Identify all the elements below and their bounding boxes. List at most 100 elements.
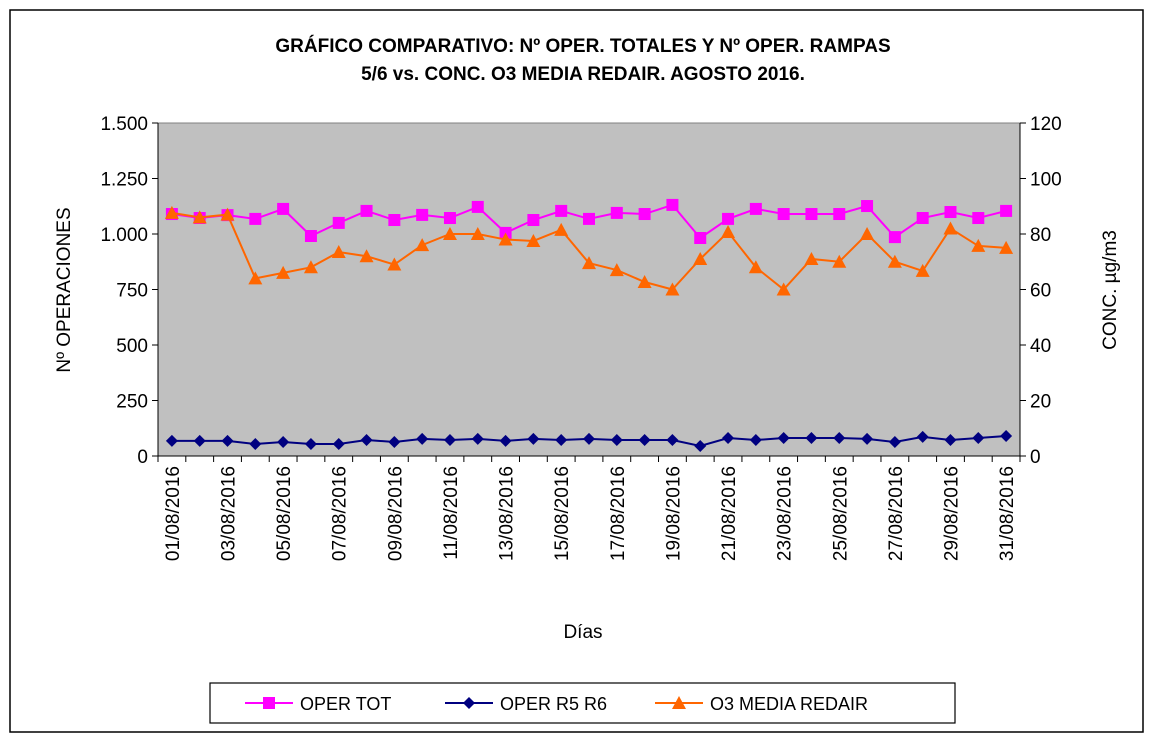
- data-point: [387, 257, 402, 271]
- data-point: [249, 438, 262, 451]
- legend-label: O3 MEDIA REDAIR: [710, 694, 868, 714]
- legend-marker: [463, 697, 475, 709]
- data-point: [666, 198, 679, 211]
- data-point: [471, 200, 484, 213]
- data-point: [610, 206, 623, 219]
- data-point: [693, 251, 708, 265]
- legend-marker: [263, 697, 275, 709]
- data-point: [694, 440, 707, 453]
- data-point: [860, 227, 875, 240]
- data-point: [805, 208, 818, 221]
- x-tick-label: 23/08/2016: [775, 466, 796, 561]
- y2-tick-label: 60: [1030, 281, 1051, 302]
- data-point: [165, 434, 178, 447]
- y2-tick-label: 100: [1030, 170, 1062, 191]
- x-axis-title: Días: [563, 622, 602, 643]
- x-tick-label: 31/08/2016: [997, 466, 1018, 561]
- data-point: [638, 208, 651, 221]
- data-point: [471, 432, 484, 445]
- x-tick-label: 15/08/2016: [552, 466, 573, 561]
- x-tick-label: 25/08/2016: [830, 466, 851, 561]
- data-point: [499, 434, 512, 447]
- data-point: [805, 432, 818, 445]
- data-point: [388, 214, 401, 227]
- y-tick-label: 1.500: [100, 114, 148, 135]
- x-tick-label: 29/08/2016: [941, 466, 962, 561]
- data-point: [777, 432, 790, 445]
- data-point: [972, 212, 985, 225]
- data-point: [554, 222, 569, 236]
- data-point: [527, 214, 540, 227]
- y2-tick-label: 120: [1030, 114, 1062, 135]
- data-point: [944, 206, 957, 219]
- x-tick-label: 01/08/2016: [163, 466, 184, 561]
- data-point: [999, 240, 1014, 254]
- data-point: [583, 212, 595, 225]
- data-point: [192, 210, 207, 224]
- data-point: [164, 205, 179, 219]
- data-point: [555, 204, 568, 217]
- data-point: [694, 231, 707, 244]
- data-point: [749, 202, 762, 215]
- data-point: [944, 434, 957, 447]
- data-point: [360, 434, 373, 447]
- data-point: [304, 438, 317, 451]
- legend-label: OPER TOT: [300, 694, 391, 714]
- data-point: [804, 251, 819, 265]
- plot-area: [157, 122, 1021, 457]
- data-point: [888, 231, 901, 244]
- data-point: [442, 227, 457, 240]
- legend-marker: [672, 696, 686, 709]
- data-point: [971, 238, 986, 252]
- y2-tick-label: 20: [1030, 392, 1051, 413]
- data-point: [416, 208, 429, 221]
- data-point: [332, 438, 345, 451]
- data-point: [193, 434, 206, 447]
- data-point: [721, 225, 736, 239]
- y2-tick-label: 40: [1030, 336, 1051, 357]
- data-point: [666, 434, 679, 447]
- data-point: [331, 245, 346, 259]
- legend-label: OPER R5 R6: [500, 694, 607, 714]
- data-point: [583, 432, 595, 445]
- data-point: [722, 212, 735, 225]
- data-point: [443, 212, 456, 225]
- data-point: [388, 436, 401, 449]
- data-point: [887, 254, 902, 268]
- y-axis-title: Nº OPERACIONES: [54, 207, 75, 372]
- chart-title: 5/6 vs. CONC. O3 MEDIA REDAIR. AGOSTO 20…: [361, 64, 805, 85]
- data-point: [555, 434, 568, 447]
- data-point: [221, 434, 234, 447]
- data-point: [415, 238, 430, 252]
- data-point: [972, 432, 985, 445]
- x-tick-label: 19/08/2016: [663, 466, 684, 561]
- y-tick-label: 250: [116, 392, 148, 413]
- data-point: [776, 282, 791, 296]
- y-tick-label: 1.000: [100, 225, 148, 246]
- data-point: [665, 282, 680, 296]
- x-tick-label: 17/08/2016: [608, 466, 629, 561]
- data-point: [526, 233, 541, 247]
- data-point: [833, 208, 846, 221]
- data-point: [610, 434, 623, 447]
- data-point: [943, 221, 958, 235]
- data-point: [220, 207, 235, 221]
- data-point: [416, 432, 429, 445]
- data-point: [276, 265, 291, 279]
- data-point: [443, 434, 456, 447]
- data-point: [359, 249, 374, 263]
- y-tick-label: 1.250: [100, 170, 148, 191]
- data-point: [861, 200, 874, 213]
- y-tick-label: 750: [116, 281, 148, 302]
- data-point: [832, 254, 847, 268]
- chart-title: GRÁFICO COMPARATIVO: Nº OPER. TOTALES Y …: [275, 35, 890, 57]
- x-tick-label: 07/08/2016: [330, 466, 351, 561]
- data-point: [248, 271, 263, 285]
- data-point: [722, 432, 735, 445]
- y-tick-label: 0: [137, 447, 148, 468]
- data-point: [527, 432, 540, 445]
- legend-box: [209, 682, 956, 724]
- data-point: [498, 232, 513, 246]
